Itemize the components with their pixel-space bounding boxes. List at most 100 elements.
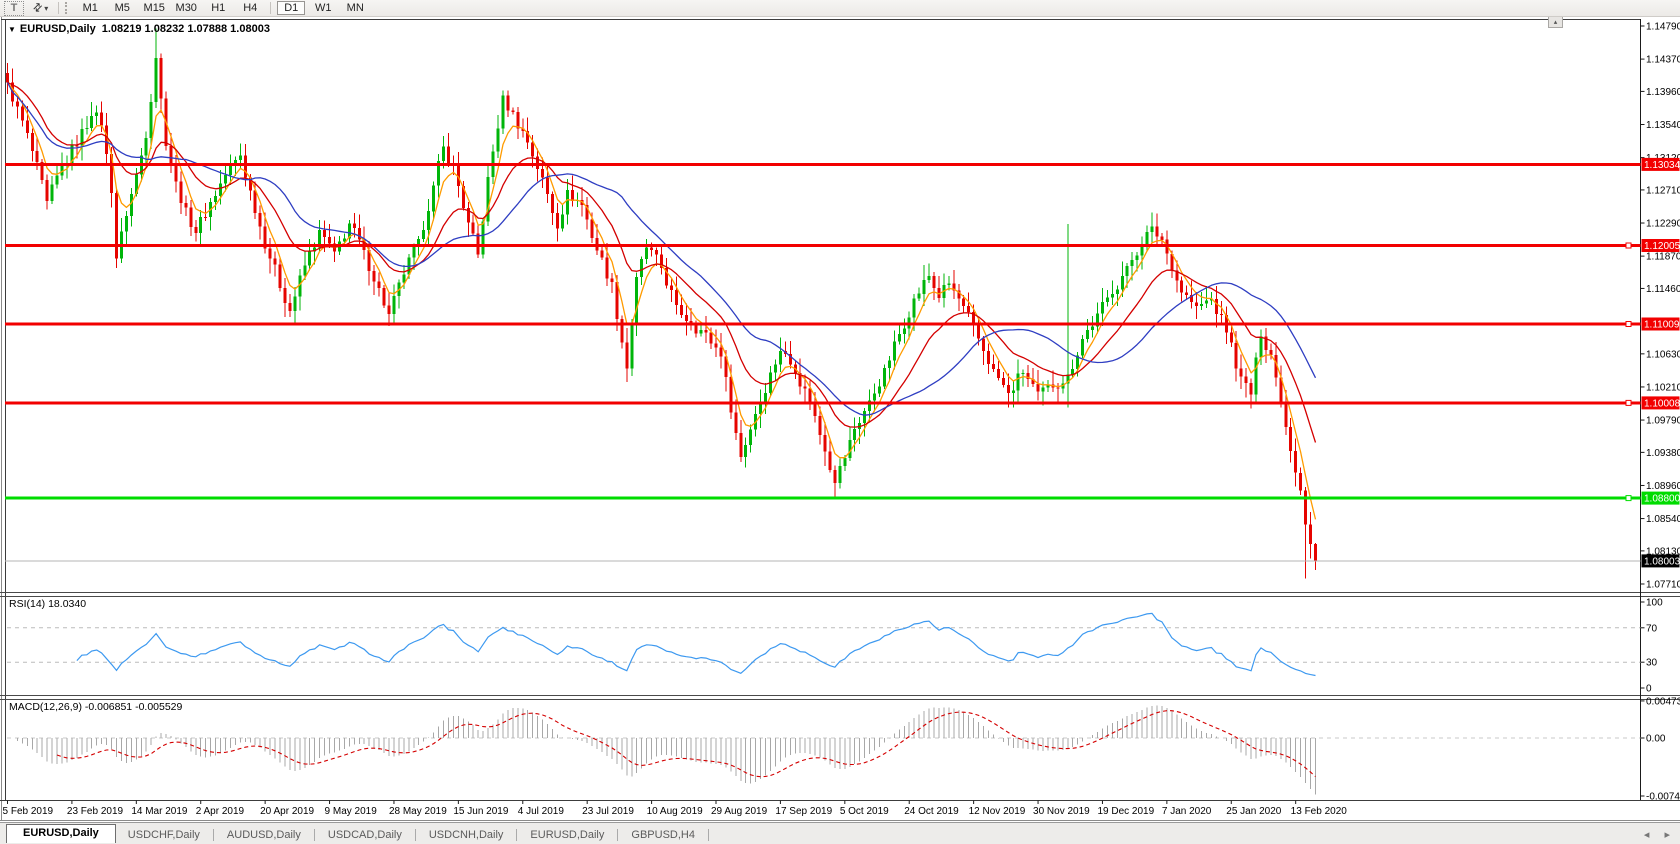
svg-text:1.11870: 1.11870 [1646, 252, 1680, 263]
tab-divider [414, 828, 416, 841]
svg-text:1.08960: 1.08960 [1646, 481, 1680, 492]
timeframe-button-w1[interactable]: W1 [314, 2, 332, 14]
svg-text:1.09380: 1.09380 [1646, 448, 1680, 459]
date-axis: 5 Feb 2019 23 Feb 2019 14 Mar 2019 2 Apr 20… [3, 800, 1348, 817]
tab-divider [617, 828, 619, 841]
svg-text:13 Feb 2020: 13 Feb 2020 [1291, 806, 1348, 817]
svg-text:17 Sep 2019: 17 Sep 2019 [775, 806, 832, 817]
timeframe-button-m1[interactable]: M1 [82, 2, 98, 14]
line-handle[interactable] [1625, 495, 1632, 502]
chart-title: ▼ EURUSD,Daily 1.08219 1.08232 1.07888 1.0… [8, 23, 270, 35]
timeframe-button-m5[interactable]: M5 [114, 2, 130, 14]
svg-text:1.11460: 1.11460 [1646, 284, 1680, 295]
svg-text:14 Mar 2019: 14 Mar 2019 [131, 806, 188, 817]
text-tool-button[interactable]: T [4, 0, 24, 16]
top-toolbar: T ⇅ ▾ M1 M5 M15 M30 H1 H4 D1 W1 MN [0, 0, 1680, 17]
ma-ema-5 [6, 82, 1317, 520]
svg-text:7 Jan 2020: 7 Jan 2020 [1162, 806, 1212, 817]
svg-text:1.08800: 1.08800 [1644, 494, 1680, 505]
svg-text:19 Dec 2019: 19 Dec 2019 [1097, 806, 1154, 817]
svg-text:2 Apr 2019: 2 Apr 2019 [196, 806, 245, 817]
tab-divider [212, 828, 214, 841]
chart-svg[interactable]: 1.147901.143701.139601.135401.131201.127… [0, 0, 1680, 822]
svg-text:1.08003: 1.08003 [1644, 556, 1680, 567]
svg-text:1.14790: 1.14790 [1646, 21, 1680, 32]
svg-text:23 Jul 2019: 23 Jul 2019 [582, 806, 634, 817]
chart-tab-5-usdcnh-daily[interactable]: USDCNH,Daily [428, 829, 504, 841]
svg-text:30: 30 [1646, 658, 1658, 669]
svg-text:20 Apr 2019: 20 Apr 2019 [260, 806, 314, 817]
svg-text:9 May 2019: 9 May 2019 [325, 806, 378, 817]
macd-panel: 0.00473 0.00 -0.00740 [7, 696, 1680, 803]
line-handle[interactable] [1625, 321, 1632, 327]
svg-text:10 Aug 2019: 10 Aug 2019 [647, 806, 704, 817]
tab-divider [313, 828, 315, 841]
svg-text:15 Jun 2019: 15 Jun 2019 [453, 806, 508, 817]
svg-text:1.14370: 1.14370 [1646, 55, 1680, 66]
line-handle[interactable] [1625, 399, 1632, 406]
dropdown-arrow-icon: ▾ [44, 3, 49, 13]
svg-text:0: 0 [1646, 684, 1652, 695]
chart-frame [0, 16, 1680, 821]
rsi-panel: 100 70 30 0 [7, 598, 1663, 695]
svg-text:1.13540: 1.13540 [1646, 120, 1680, 131]
chart-tab-2-usdchf-daily[interactable]: USDCHF,Daily [127, 829, 200, 841]
moving-averages-group [6, 81, 1317, 520]
svg-text:1.10630: 1.10630 [1646, 349, 1680, 360]
svg-text:12 Nov 2019: 12 Nov 2019 [969, 806, 1026, 817]
timeframe-button-m30[interactable]: M30 [175, 2, 197, 14]
svg-text:-0.00740: -0.00740 [1646, 792, 1680, 803]
toolbar-separator [270, 2, 272, 14]
timeframe-buttons: M1 M5 M15 M30 H1 H4 D1 W1 MN [74, 1, 371, 15]
chart-tab-4-usdcad-daily[interactable]: USDCAD,Daily [327, 829, 402, 841]
svg-text:0.00: 0.00 [1646, 734, 1666, 745]
svg-text:1.13960: 1.13960 [1646, 87, 1680, 98]
timeframe-button-h1[interactable]: H1 [211, 2, 226, 14]
tab-scroll-left-icon[interactable]: ◂ [1643, 829, 1650, 841]
ma-sma-28 [6, 82, 1317, 416]
arrows-tool-button[interactable]: ⇅ ▾ [28, 0, 52, 15]
svg-text:5 Oct 2019: 5 Oct 2019 [840, 806, 889, 817]
tab-divider [707, 828, 709, 841]
svg-text:70: 70 [1646, 623, 1658, 634]
svg-text:1.12005: 1.12005 [1644, 241, 1680, 252]
tab-scroll-right-icon[interactable]: ▸ [1664, 829, 1670, 841]
svg-text:23 Feb 2019: 23 Feb 2019 [67, 806, 124, 817]
macd-label: MACD(12,26,9) -0.006851 -0.005529 [9, 701, 183, 713]
svg-text:0.00473: 0.00473 [1646, 696, 1680, 707]
chart-tab-6-eurusd-daily[interactable]: EURUSD,Daily [530, 829, 605, 841]
chart-tab-1-eurusd-daily[interactable]: EURUSD,Daily [6, 823, 116, 843]
svg-text:4 Jul 2019: 4 Jul 2019 [518, 806, 565, 817]
svg-text:1.09790: 1.09790 [1646, 416, 1680, 427]
chart-tab-7-gbpusd-h4[interactable]: GBPUSD,H4 [631, 829, 695, 841]
chart-tab-3-audusd-daily[interactable]: AUDUSD,Daily [226, 829, 301, 841]
timeframe-button-m15[interactable]: M15 [143, 2, 165, 14]
svg-text:28 May 2019: 28 May 2019 [389, 806, 447, 817]
svg-text:1.12290: 1.12290 [1646, 219, 1680, 230]
candles-group [6, 28, 1317, 579]
timeframe-button-d1[interactable]: D1 [277, 1, 306, 15]
svg-text:1.13034: 1.13034 [1644, 160, 1680, 171]
chart-dropdown-icon[interactable]: ▼ [8, 25, 16, 34]
tab-scroll-arrows: ◂ ▸ [1632, 828, 1670, 841]
ma-ema-16 [7, 81, 1317, 443]
timeframe-button-h4[interactable]: H4 [243, 2, 258, 14]
svg-text:1.08540: 1.08540 [1646, 514, 1680, 525]
svg-text:1.07710: 1.07710 [1646, 579, 1680, 590]
toolbar-grip[interactable] [65, 2, 70, 14]
svg-text:100: 100 [1646, 598, 1663, 609]
svg-text:1.10210: 1.10210 [1646, 382, 1680, 393]
timeframe-button-mn[interactable]: MN [346, 2, 364, 14]
toolbar-separator [58, 2, 60, 14]
svg-text:5 Feb 2019: 5 Feb 2019 [3, 806, 54, 817]
svg-text:29 Aug 2019: 29 Aug 2019 [711, 806, 768, 817]
chart-tabs: EURUSD,Daily USDCHF,Daily AUDUSD,Daily USDC… [0, 823, 710, 844]
horizontal-lines-group[interactable]: 1.13034 1.12005 1.11009 1.10008 1.08800 1.080… [5, 157, 1680, 568]
tab-bar: EURUSD,Daily USDCHF,Daily AUDUSD,Daily USDC… [0, 822, 1680, 844]
line-handle[interactable] [1625, 242, 1632, 249]
svg-text:25 Jan 2020: 25 Jan 2020 [1226, 806, 1281, 817]
chart-symbol-label: EURUSD,Daily [19, 23, 96, 35]
chart-ohlc-quotes: 1.08219 1.08232 1.07888 1.08003 [101, 23, 270, 35]
price-axis: 1.147901.143701.139601.135401.131201.127… [1640, 21, 1680, 590]
